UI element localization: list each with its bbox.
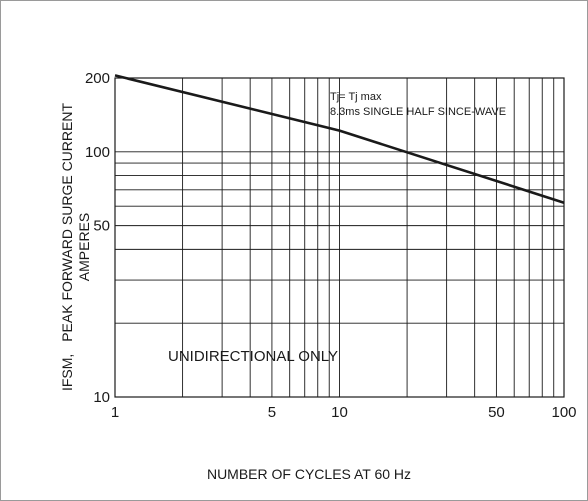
x-tick-label: 10 — [331, 404, 348, 421]
y-tick-label: 100 — [85, 144, 110, 161]
y-axis-title-line-2: AMPERES — [76, 213, 92, 281]
y-axis-title-group: IFSM, PEAK FORWARD SURGE CURRENT AMPERES — [59, 103, 92, 391]
note-line-2: 8.3ms SINGLE HALF SINCE-WAVE — [330, 106, 506, 118]
y-tick-label: 200 — [85, 70, 110, 87]
note-line-1: Tj= Tj max — [330, 91, 382, 103]
grid-lines — [115, 78, 564, 397]
x-axis-title: NUMBER OF CYCLES AT 60 Hz — [207, 466, 411, 482]
series — [114, 74, 565, 204]
surge-current-line — [114, 74, 565, 204]
plot-area-border — [114, 77, 565, 398]
y-axis-title-symbol: IFSM, — [59, 354, 75, 391]
y-axis-title-text: PEAK FORWARD SURGE CURRENT — [59, 103, 75, 342]
x-tick-label: 100 — [551, 404, 576, 421]
unidirectional-annotation: UNIDIRECTIONAL ONLY — [168, 348, 338, 365]
tick-labels: 1 5 10 50 100 10 50 100 200 — [85, 70, 577, 421]
y-tick-label: 50 — [93, 218, 110, 235]
x-tick-label: 5 — [268, 404, 276, 421]
y-tick-label: 10 — [93, 389, 110, 406]
x-tick-label: 50 — [488, 404, 505, 421]
x-tick-label: 1 — [111, 404, 119, 421]
y-axis-title-line-1: IFSM, PEAK FORWARD SURGE CURRENT — [59, 103, 75, 391]
